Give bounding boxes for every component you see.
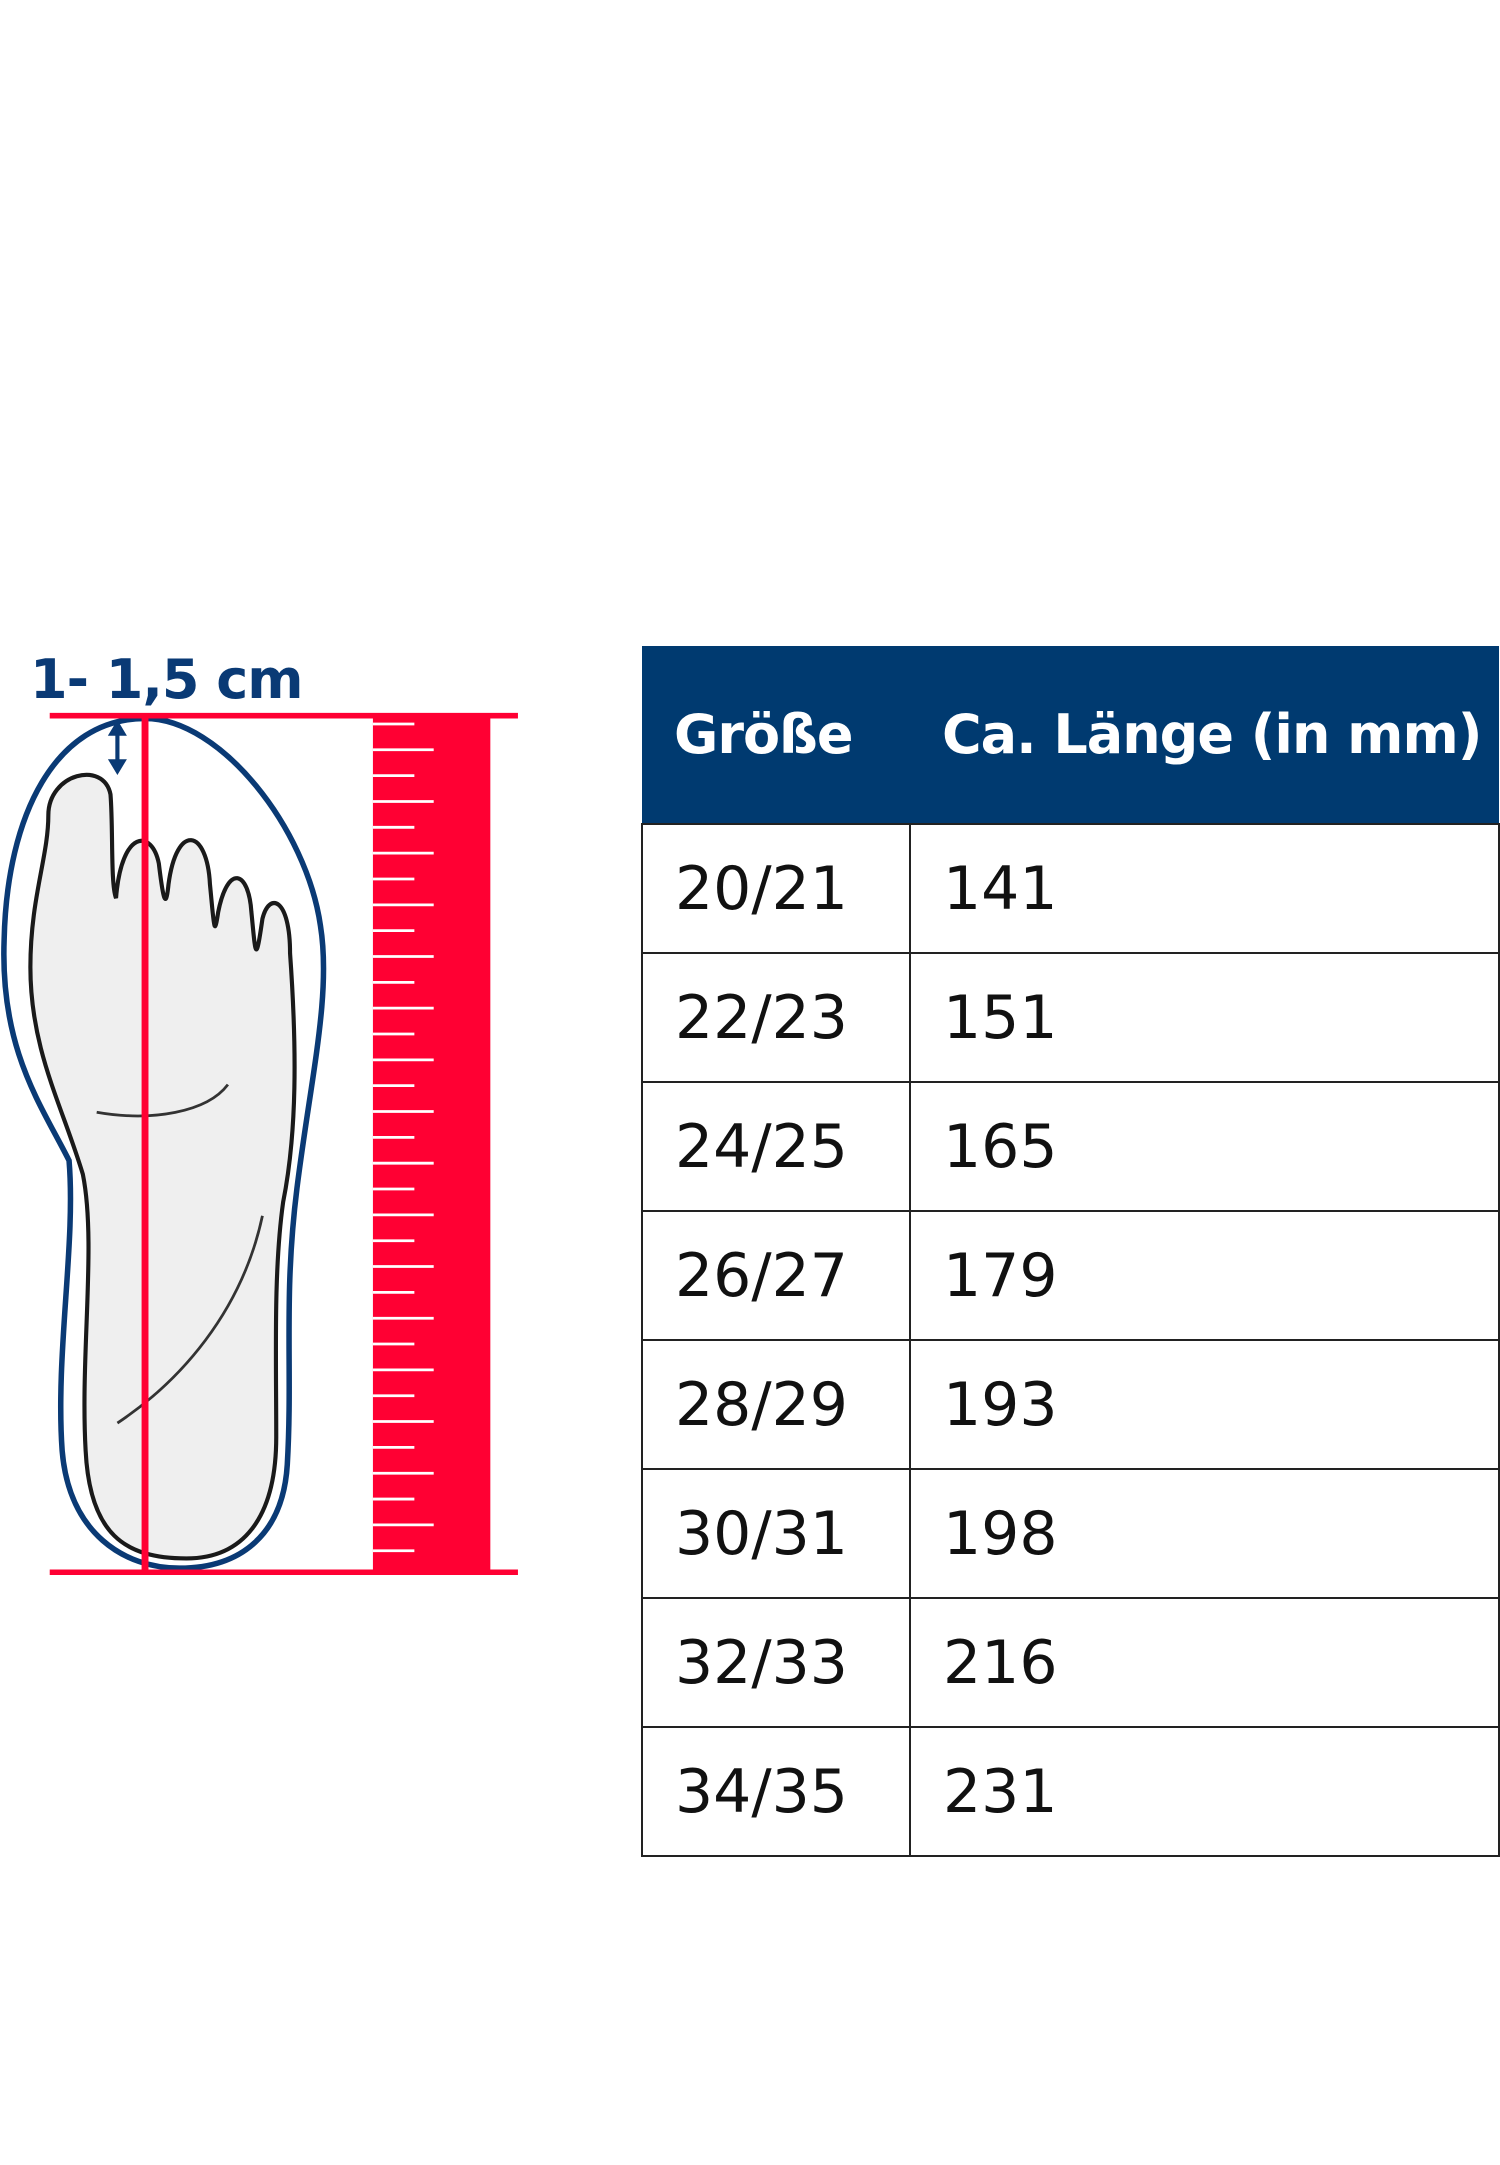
header-length: Ca. Länge (in mm) xyxy=(910,646,1499,824)
table-row: 28/29 193 xyxy=(641,1339,1500,1470)
table-row: 22/23 151 xyxy=(641,952,1500,1083)
table-row: 20/21 141 xyxy=(641,823,1500,954)
length-cell: 216 xyxy=(909,1597,1500,1728)
size-cell: 34/35 xyxy=(641,1726,911,1857)
size-cell: 24/25 xyxy=(641,1081,911,1212)
arch-line xyxy=(96,1083,264,1425)
length-cell: 231 xyxy=(909,1726,1500,1857)
ruler xyxy=(372,715,491,1573)
foot-outline xyxy=(28,772,297,1561)
table-header-row: Größe Ca. Länge (in mm) xyxy=(642,646,1499,824)
table-row: 32/33 216 xyxy=(641,1597,1500,1728)
header-size: Größe xyxy=(642,646,910,824)
table-row: 30/31 198 xyxy=(641,1468,1500,1599)
size-cell: 32/33 xyxy=(641,1597,911,1728)
table-row: 26/27 179 xyxy=(641,1210,1500,1341)
size-cell: 22/23 xyxy=(641,952,911,1083)
size-table: Größe Ca. Länge (in mm) 20/21 141 22/23 151… xyxy=(641,646,1500,1857)
toe-allowance-label: 1- 1,5 cm xyxy=(30,648,304,711)
double-arrow-icon xyxy=(107,719,127,776)
length-cell: 165 xyxy=(909,1081,1500,1212)
table-row: 24/25 165 xyxy=(641,1081,1500,1212)
table-row: 34/35 231 xyxy=(641,1726,1500,1857)
length-cell: 141 xyxy=(909,823,1500,954)
length-cell: 151 xyxy=(909,952,1500,1083)
shoe-outline xyxy=(1,715,327,1571)
size-cell: 28/29 xyxy=(641,1339,911,1470)
size-cell: 20/21 xyxy=(641,823,911,954)
length-cell: 179 xyxy=(909,1210,1500,1341)
length-cell: 193 xyxy=(909,1339,1500,1470)
size-cell: 30/31 xyxy=(641,1468,911,1599)
length-cell: 198 xyxy=(909,1468,1500,1599)
size-cell: 26/27 xyxy=(641,1210,911,1341)
